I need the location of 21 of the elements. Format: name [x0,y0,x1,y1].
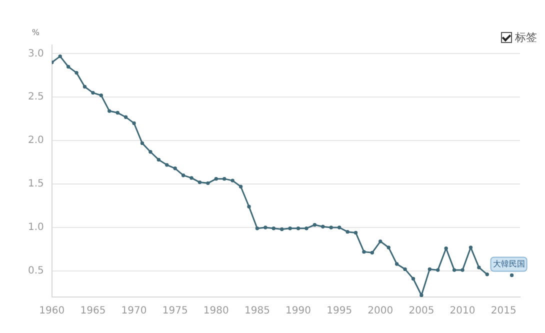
x-tick-label: 2000 [368,306,394,317]
text: 标签 [515,30,537,45]
series-label: 大韓民国 [492,259,525,268]
y-axis-title: % [32,28,40,37]
y-tick-label: 1.5 [28,178,44,190]
x-tick-label: 2015 [490,306,516,317]
y-tick-label: 3.0 [28,48,44,60]
y-tick-label: 0.5 [28,266,44,277]
x-tick-label: 1975 [162,306,188,317]
y-tick-label: 2.0 [28,135,44,146]
x-tick-label: 1980 [203,306,229,317]
x-tick-label: 1970 [121,306,147,317]
x-tick-label: 1985 [244,306,270,317]
y-tick-label: 1.0 [28,222,44,234]
x-tick-label: 2005 [408,306,434,317]
x-tick-label: 1960 [39,306,65,317]
x-tick-label: 1995 [326,306,352,317]
y-tick-label: 2.5 [28,92,44,103]
x-tick-label: 1990 [286,306,311,317]
x-tick-label: 2010 [450,306,476,317]
x-tick-label: 1965 [80,306,106,317]
